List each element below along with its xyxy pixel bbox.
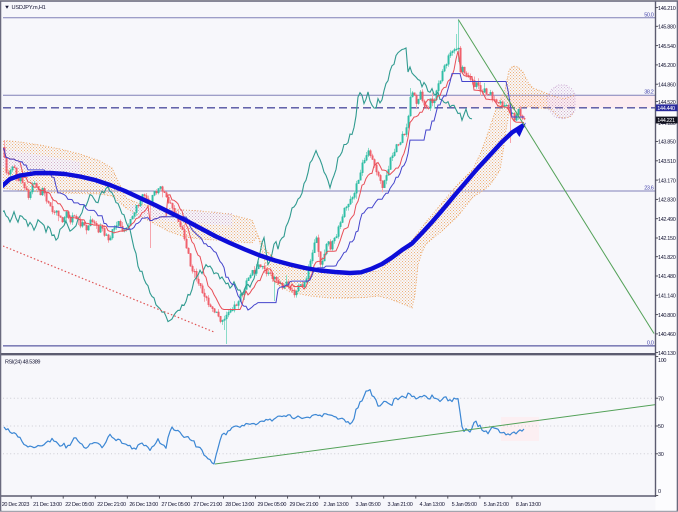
svg-text:143.510: 143.510 xyxy=(658,159,676,165)
svg-text:38.2: 38.2 xyxy=(644,90,654,96)
svg-text:142.490: 142.490 xyxy=(658,217,676,223)
svg-text:144.221: 144.221 xyxy=(657,118,675,124)
svg-text:146.210: 146.210 xyxy=(658,6,676,12)
svg-text:145.540: 145.540 xyxy=(658,44,676,50)
svg-text:3 Jan 05:00: 3 Jan 05:00 xyxy=(355,502,380,508)
svg-text:100: 100 xyxy=(658,358,666,364)
svg-text:145.880: 145.880 xyxy=(658,25,676,31)
svg-text:27 Dec 05:00: 27 Dec 05:00 xyxy=(161,502,190,508)
svg-text:8 Jan 13:00: 8 Jan 13:00 xyxy=(516,502,541,508)
svg-text:140.130: 140.130 xyxy=(658,351,676,357)
svg-text:29 Dec 05:00: 29 Dec 05:00 xyxy=(258,502,287,508)
svg-text:144.520: 144.520 xyxy=(658,100,676,106)
svg-text:70: 70 xyxy=(658,396,664,402)
svg-text:20 Dec 2023: 20 Dec 2023 xyxy=(2,502,30,508)
svg-text:142.830: 142.830 xyxy=(658,198,676,204)
svg-text:50: 50 xyxy=(658,424,664,430)
svg-text:26 Dec 13:00: 26 Dec 13:00 xyxy=(129,502,158,508)
svg-text:141.140: 141.140 xyxy=(658,294,676,300)
svg-text:22 Dec 21:00: 22 Dec 21:00 xyxy=(97,502,126,508)
svg-text:145.200: 145.200 xyxy=(658,63,676,69)
svg-text:50.0: 50.0 xyxy=(644,12,654,18)
svg-text:140.460: 140.460 xyxy=(658,332,676,338)
svg-text:4 Jan 13:00: 4 Jan 13:00 xyxy=(420,502,445,508)
svg-text:29 Dec 21:00: 29 Dec 21:00 xyxy=(290,502,319,508)
svg-text:USDJPY.m,H1: USDJPY.m,H1 xyxy=(12,5,46,11)
svg-text:141.820: 141.820 xyxy=(658,255,676,261)
svg-text:140.800: 140.800 xyxy=(658,313,676,319)
svg-text:142.150: 142.150 xyxy=(658,236,676,242)
svg-text:143.850: 143.850 xyxy=(658,140,676,146)
svg-text:141.480: 141.480 xyxy=(658,274,676,280)
svg-text:28 Dec 13:00: 28 Dec 13:00 xyxy=(225,502,254,508)
svg-text:0: 0 xyxy=(658,489,661,495)
svg-text:27 Dec 21:00: 27 Dec 21:00 xyxy=(193,502,222,508)
svg-text:144.440: 144.440 xyxy=(657,106,675,112)
svg-text:143.170: 143.170 xyxy=(658,178,676,184)
svg-text:2 Jan 13:00: 2 Jan 13:00 xyxy=(323,502,348,508)
svg-text:5 Jan 05:00: 5 Jan 05:00 xyxy=(452,502,477,508)
svg-text:144.180: 144.180 xyxy=(658,121,676,127)
svg-text:30: 30 xyxy=(658,452,664,458)
svg-text:144.860: 144.860 xyxy=(658,82,676,88)
svg-text:RSI(24) 48.5389: RSI(24) 48.5389 xyxy=(5,360,40,366)
svg-text:3 Jan 21:00: 3 Jan 21:00 xyxy=(388,502,413,508)
svg-text:0.0: 0.0 xyxy=(647,340,654,346)
svg-text:23.6: 23.6 xyxy=(644,186,654,192)
svg-text:21 Dec 13:00: 21 Dec 13:00 xyxy=(33,502,62,508)
svg-text:5 Jan 21:00: 5 Jan 21:00 xyxy=(484,502,509,508)
svg-text:22 Dec 05:00: 22 Dec 05:00 xyxy=(65,502,94,508)
